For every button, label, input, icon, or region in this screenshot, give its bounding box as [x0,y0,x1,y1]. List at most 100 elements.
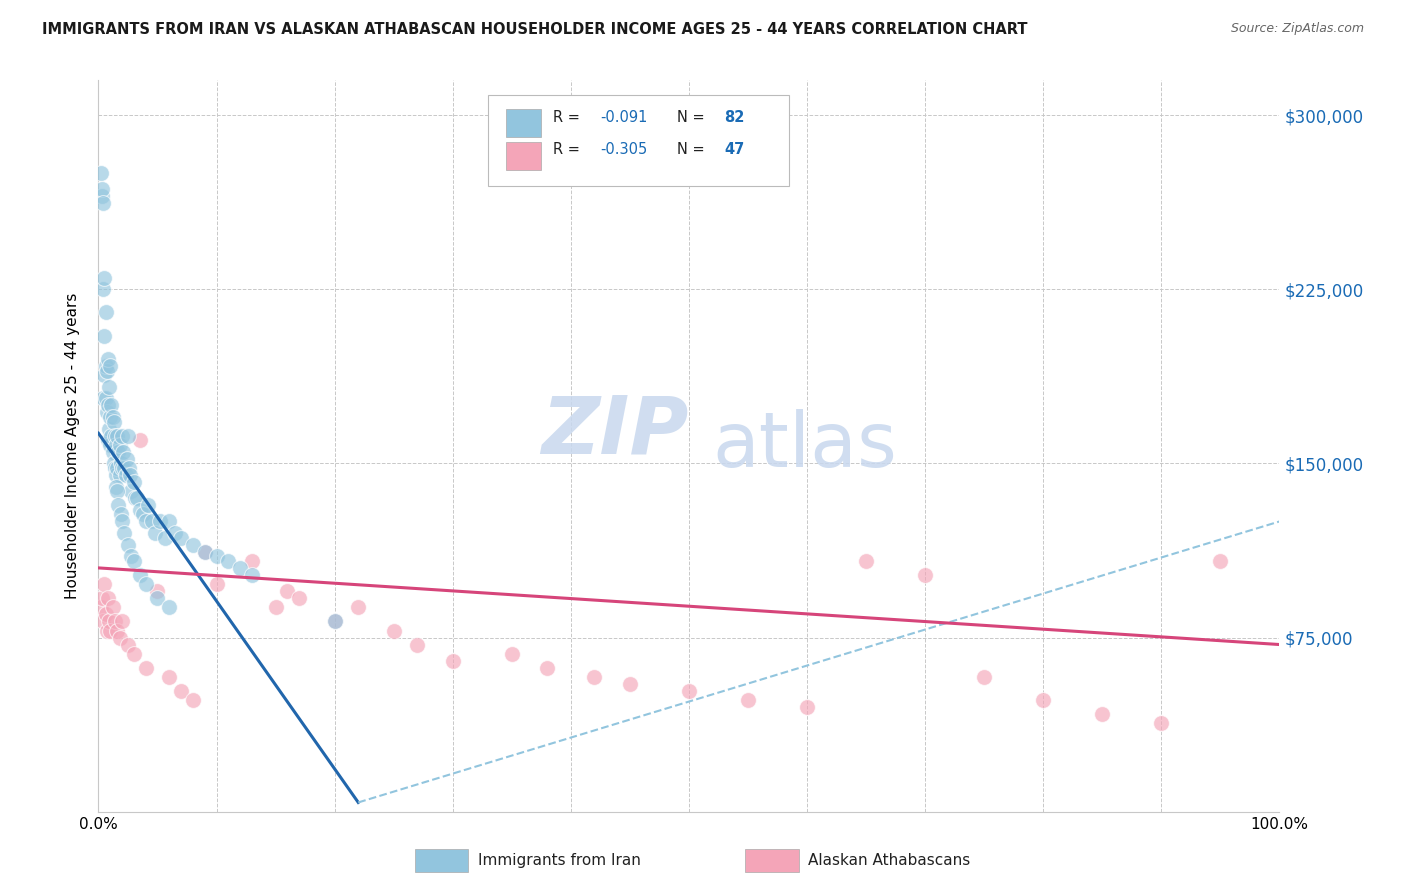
Point [110,457,132,471]
Point [107,445,129,459]
Point [136,498,159,512]
Point [112,526,135,541]
Point [914,567,936,582]
Point [105,461,128,475]
Point [135,661,157,675]
Point [146,584,169,599]
Point [118,461,141,475]
Point [91,615,114,629]
Point [90,166,112,180]
Text: ZIP: ZIP [541,392,689,470]
Point [98,624,121,638]
Point [406,638,429,652]
Point [323,615,346,629]
Point [194,544,217,558]
Text: Immigrants from Iran: Immigrants from Iran [478,854,641,868]
Point [97,433,120,447]
Point [94,607,117,622]
Point [96,624,118,638]
Point [135,515,157,529]
Point [146,591,169,606]
Point [114,468,136,483]
Point [323,615,346,629]
Text: 47: 47 [724,143,745,158]
Point [128,567,150,582]
Point [111,515,134,529]
Point [1091,707,1114,722]
Point [98,615,121,629]
Point [181,693,204,707]
Point [149,515,172,529]
Text: -0.091: -0.091 [600,110,648,125]
Point [796,700,818,714]
Point [103,457,125,471]
FancyBboxPatch shape [506,143,541,170]
Point [101,409,124,424]
Point [157,670,180,684]
Point [110,508,132,522]
Point [97,351,120,366]
Point [97,398,120,412]
Point [98,359,121,373]
Point [128,433,150,447]
Point [170,684,193,698]
Point [91,182,114,196]
Point [108,468,131,483]
Point [143,526,166,541]
Point [105,468,128,483]
Text: Source: ZipAtlas.com: Source: ZipAtlas.com [1230,22,1364,36]
Text: R =: R = [553,143,585,158]
Point [104,615,127,629]
Point [105,438,128,452]
Y-axis label: Householder Income Ages 25 - 44 years: Householder Income Ages 25 - 44 years [65,293,80,599]
Point [973,670,995,684]
Point [157,600,180,615]
Point [108,438,131,452]
Point [120,468,142,483]
Point [98,409,121,424]
Point [501,647,523,661]
Point [101,600,124,615]
Point [94,359,117,373]
Point [91,591,114,606]
Point [103,415,125,429]
Point [100,398,122,412]
Point [583,670,606,684]
Text: 82: 82 [724,110,745,125]
Point [737,693,759,707]
Point [91,392,114,406]
Point [112,461,135,475]
Point [115,451,138,466]
Text: atlas: atlas [713,409,897,483]
Point [347,600,370,615]
Point [153,531,176,545]
Text: N =: N = [678,110,710,125]
Point [93,577,115,591]
Point [127,491,149,506]
Point [105,624,128,638]
Point [141,515,163,529]
Point [1032,693,1054,707]
Point [240,554,263,568]
Point [122,475,145,489]
Point [240,567,263,582]
Point [288,591,311,606]
Point [157,515,180,529]
Point [107,498,129,512]
Point [276,584,298,599]
Point [441,654,464,668]
Point [93,328,115,343]
Point [91,282,114,296]
Point [1209,554,1232,568]
Point [117,538,139,552]
Point [117,428,139,442]
FancyBboxPatch shape [488,95,789,186]
Point [128,503,150,517]
Point [104,428,127,442]
Point [165,526,187,541]
Point [121,549,143,564]
Point [122,647,145,661]
Text: R =: R = [553,110,585,125]
Point [264,600,287,615]
Point [94,305,117,319]
